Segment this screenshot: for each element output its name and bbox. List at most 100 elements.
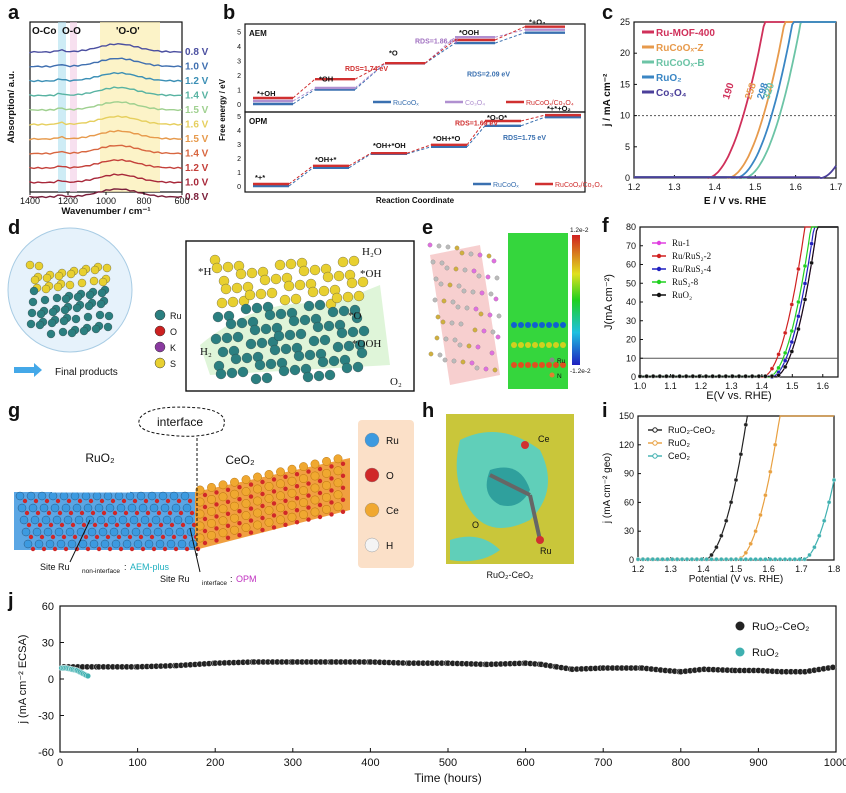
legend-label: RuS₂-8 (672, 277, 699, 287)
o-atom (189, 510, 195, 516)
y-tick-label: 15 (620, 79, 630, 89)
atom (445, 244, 451, 250)
data-point (777, 557, 783, 562)
aem-legend-label: RuCoOₓ/Co₃O₄ (526, 100, 574, 107)
atom (427, 242, 433, 248)
ru-atom (169, 491, 179, 501)
aem-rds-2: RDS=1.86 eV (415, 38, 458, 45)
atom (494, 275, 500, 281)
panel-i: i 1.2 1.3 1.4 1.5 1.6 1.7 1.8 0 30 60 90 120 150 Pote… (600, 400, 846, 585)
atom (73, 292, 83, 302)
panel-label-b: b (223, 2, 236, 24)
x-tick-label: 500 (439, 757, 457, 769)
atom (78, 267, 88, 277)
o-atom (90, 510, 96, 516)
o-atom (61, 534, 67, 540)
legend-label: RuCoOₓ-B (656, 58, 705, 69)
voltage-label: 0.8 V (185, 47, 209, 58)
atom (314, 299, 326, 311)
data-point (789, 349, 794, 354)
data-point (763, 374, 768, 379)
o-atom (202, 540, 208, 546)
atom (489, 350, 495, 356)
charge-map (508, 233, 568, 389)
atom (270, 273, 282, 285)
ru-atom (81, 491, 91, 501)
atom (347, 326, 359, 338)
species-label: *H (198, 266, 212, 278)
atom (235, 268, 247, 280)
panel-d-illustration: Ru OKS Final products *H H₂ H₂O *OH *O *OOH O₂ (7, 227, 415, 392)
ru-atom (17, 503, 27, 513)
ce-atom (230, 501, 239, 511)
atom (331, 292, 343, 304)
y-tick-label: 0 (625, 173, 630, 183)
o-atom (225, 499, 231, 504)
legend-label: Ce (386, 506, 399, 517)
atom (61, 294, 71, 304)
data-point (743, 557, 748, 562)
ce-atom (218, 504, 228, 514)
atom (308, 335, 320, 347)
data-point (783, 364, 788, 370)
o-atom (317, 466, 323, 472)
y-tick-label: 120 (619, 440, 634, 450)
atom (221, 332, 233, 344)
atom (483, 366, 489, 372)
charge-lobe (450, 536, 500, 562)
o-atom (103, 522, 109, 528)
atom (328, 355, 340, 367)
o-atom (260, 515, 265, 521)
atom (487, 312, 493, 318)
data-point (807, 552, 812, 558)
o-atom (129, 546, 135, 552)
atom (458, 321, 464, 327)
final-products-caption: Final products (55, 367, 118, 378)
atom (324, 369, 336, 381)
data-point (831, 477, 837, 483)
atom (475, 344, 481, 350)
o-atom (317, 514, 323, 520)
x-tick-label: 1.1 (664, 381, 677, 391)
ce-atom (322, 493, 331, 502)
ce-atom (322, 481, 331, 490)
ru-atom (114, 491, 124, 501)
data-point (724, 557, 729, 562)
o-atom (283, 522, 288, 527)
bond-label-oo-broad: 'O-O' (116, 26, 140, 37)
x-tick-label: 1.6 (762, 564, 775, 574)
o-atom (271, 501, 277, 506)
opm-frame (244, 111, 586, 193)
y-axis-label: Absorption/ a.u. (6, 71, 17, 143)
atom (477, 252, 483, 258)
ceo2-label: CeO₂ (225, 453, 255, 467)
o-atom (165, 498, 171, 504)
atom (273, 330, 285, 342)
o-atom (294, 520, 300, 525)
legend-marker (656, 266, 662, 272)
data-point (670, 557, 675, 562)
atom (317, 356, 329, 368)
data-point (697, 374, 702, 379)
atom (66, 269, 76, 279)
ru-atom (48, 491, 58, 501)
atom (274, 259, 286, 271)
ru-atom (138, 503, 148, 513)
x-tick-label: 300 (284, 757, 302, 769)
data-point (796, 314, 801, 319)
species-label: H₂ (200, 346, 212, 358)
voltage-label: 1.2 V (185, 76, 209, 87)
atom (430, 259, 436, 265)
atom (471, 268, 477, 274)
atom (60, 305, 70, 315)
ce-atom (299, 486, 308, 496)
charge-spot (553, 362, 559, 368)
o-atom (26, 522, 32, 528)
opm-state-label: *+*+O₂ (547, 104, 571, 113)
y-tick-label: 40 (626, 297, 636, 307)
y-tick-label: 0 (237, 102, 241, 109)
y-tick-label: 0 (631, 372, 636, 382)
data-point (733, 477, 739, 483)
atom (52, 293, 62, 303)
opm-rds-1: RDS=1.69 eV (455, 121, 498, 128)
